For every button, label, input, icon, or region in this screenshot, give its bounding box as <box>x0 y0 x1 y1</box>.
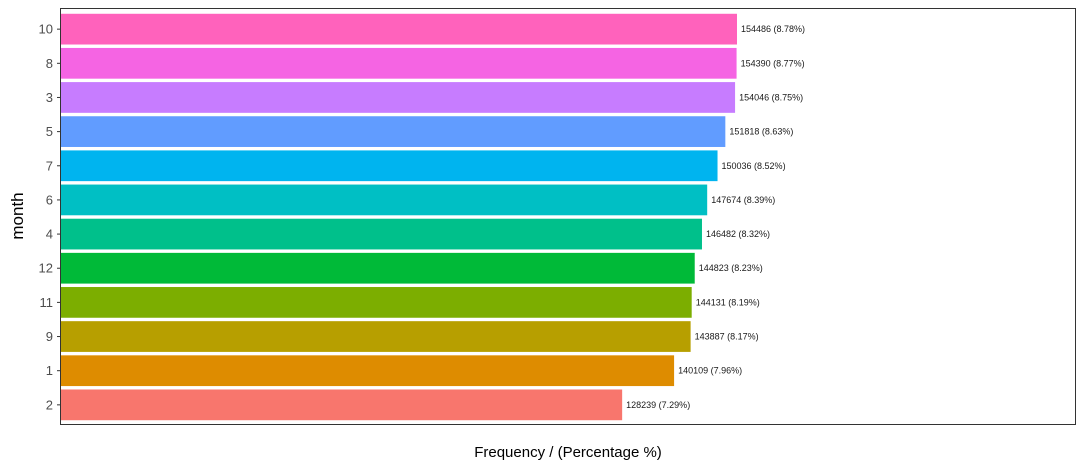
bar-month-7 <box>61 150 718 182</box>
y-tick-label-1: 1 <box>46 363 53 378</box>
data-label-month-4: 146482 (8.32%) <box>706 229 770 239</box>
data-label-month-6: 147674 (8.39%) <box>711 195 775 205</box>
y-tick-label-6: 6 <box>46 192 53 207</box>
y-tick-label-12: 12 <box>39 261 53 276</box>
bar-month-1 <box>61 355 675 387</box>
y-tick-label-5: 5 <box>46 124 53 139</box>
y-tick-label-10: 10 <box>39 22 53 37</box>
data-label-month-8: 154390 (8.77%) <box>741 58 805 68</box>
data-label-month-3: 154046 (8.75%) <box>739 92 803 102</box>
data-label-month-2: 128239 (7.29%) <box>626 400 690 410</box>
bar-month-5 <box>61 116 726 147</box>
bar-month-9 <box>61 321 691 352</box>
y-tick-label-8: 8 <box>46 56 53 71</box>
data-label-month-10: 154486 (8.78%) <box>741 24 805 34</box>
y-tick-label-4: 4 <box>46 227 53 242</box>
y-tick-label-7: 7 <box>46 158 53 173</box>
bar-month-10 <box>61 13 737 45</box>
x-axis-title: Frequency / (Percentage %) <box>474 444 662 461</box>
bar-month-11 <box>61 287 692 318</box>
data-label-month-7: 150036 (8.52%) <box>722 161 786 171</box>
bar-month-12 <box>61 252 695 284</box>
data-label-month-1: 140109 (7.96%) <box>678 366 742 376</box>
data-label-month-9: 143887 (8.17%) <box>695 332 759 342</box>
data-label-month-11: 144131 (8.19%) <box>696 297 760 307</box>
bar-month-3 <box>61 82 736 113</box>
y-tick-label-11: 11 <box>40 295 54 310</box>
data-label-month-5: 151818 (8.63%) <box>729 127 793 137</box>
bar-month-4 <box>61 218 702 250</box>
y-tick-label-9: 9 <box>46 329 53 344</box>
data-label-month-12: 144823 (8.23%) <box>699 263 763 273</box>
y-tick-label-2: 2 <box>46 397 53 412</box>
panel-border <box>60 8 1076 425</box>
bar-month-8 <box>61 47 737 79</box>
bar-month-6 <box>61 184 708 216</box>
y-tick-label-3: 3 <box>46 90 53 105</box>
y-axis-title: month <box>8 192 27 239</box>
bar-month-2 <box>61 389 623 421</box>
